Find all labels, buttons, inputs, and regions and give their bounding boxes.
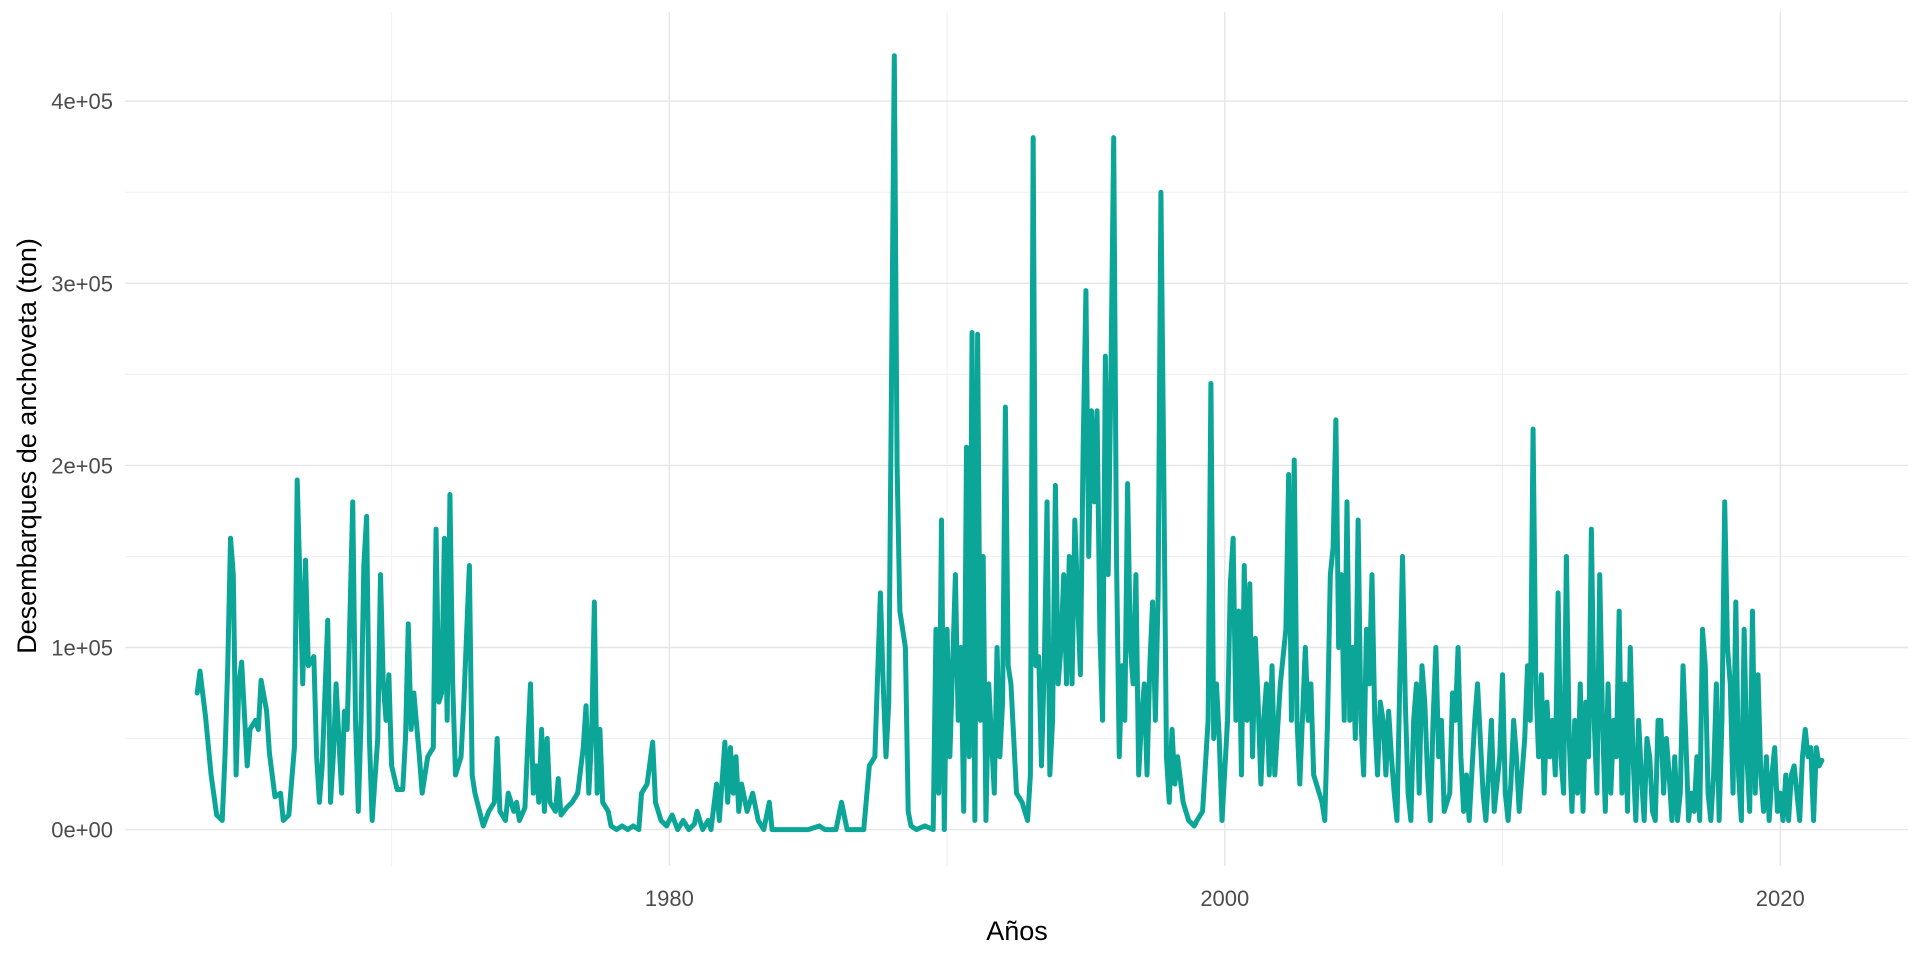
grid-minor <box>125 12 1908 866</box>
series-line <box>194 53 1825 833</box>
y-tick-label: 2e+05 <box>51 453 113 478</box>
y-tick-label: 4e+05 <box>51 89 113 114</box>
grid-major <box>125 12 1908 866</box>
x-axis-title: Años <box>986 916 1048 946</box>
y-tick-label: 0e+00 <box>51 818 113 843</box>
x-tick-label: 2000 <box>1200 886 1249 911</box>
series-layer <box>194 53 1825 833</box>
y-tick-label: 3e+05 <box>51 271 113 296</box>
x-tick-label: 2020 <box>1756 886 1805 911</box>
x-tick-label: 1980 <box>645 886 694 911</box>
y-tick-label: 1e+05 <box>51 635 113 660</box>
x-axis-tick-labels: 1980 2000 2020 <box>645 886 1805 911</box>
y-axis-title: Desembarques de anchoveta (ton) <box>12 238 42 654</box>
y-axis-tick-labels: 0e+00 1e+05 2e+05 3e+05 4e+05 <box>51 89 113 842</box>
